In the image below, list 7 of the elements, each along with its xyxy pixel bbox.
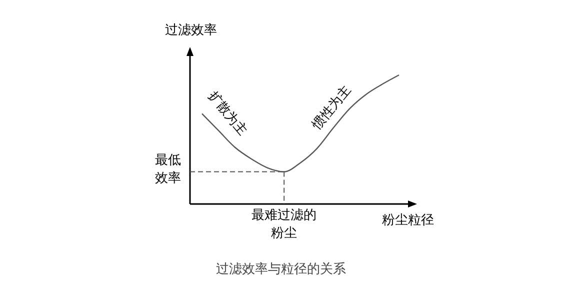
x-axis-title: 粉尘粒径 (382, 213, 434, 228)
text: 过滤效率与粒径的关系 (216, 261, 346, 277)
text: 最低效率 (155, 152, 181, 186)
y-axis-title: 过滤效率 (165, 22, 217, 38)
annotation: 惯性为主 (308, 82, 354, 134)
annotation: 扩散为主 (204, 88, 251, 138)
text: 最难过滤的粉尘 (252, 208, 317, 241)
